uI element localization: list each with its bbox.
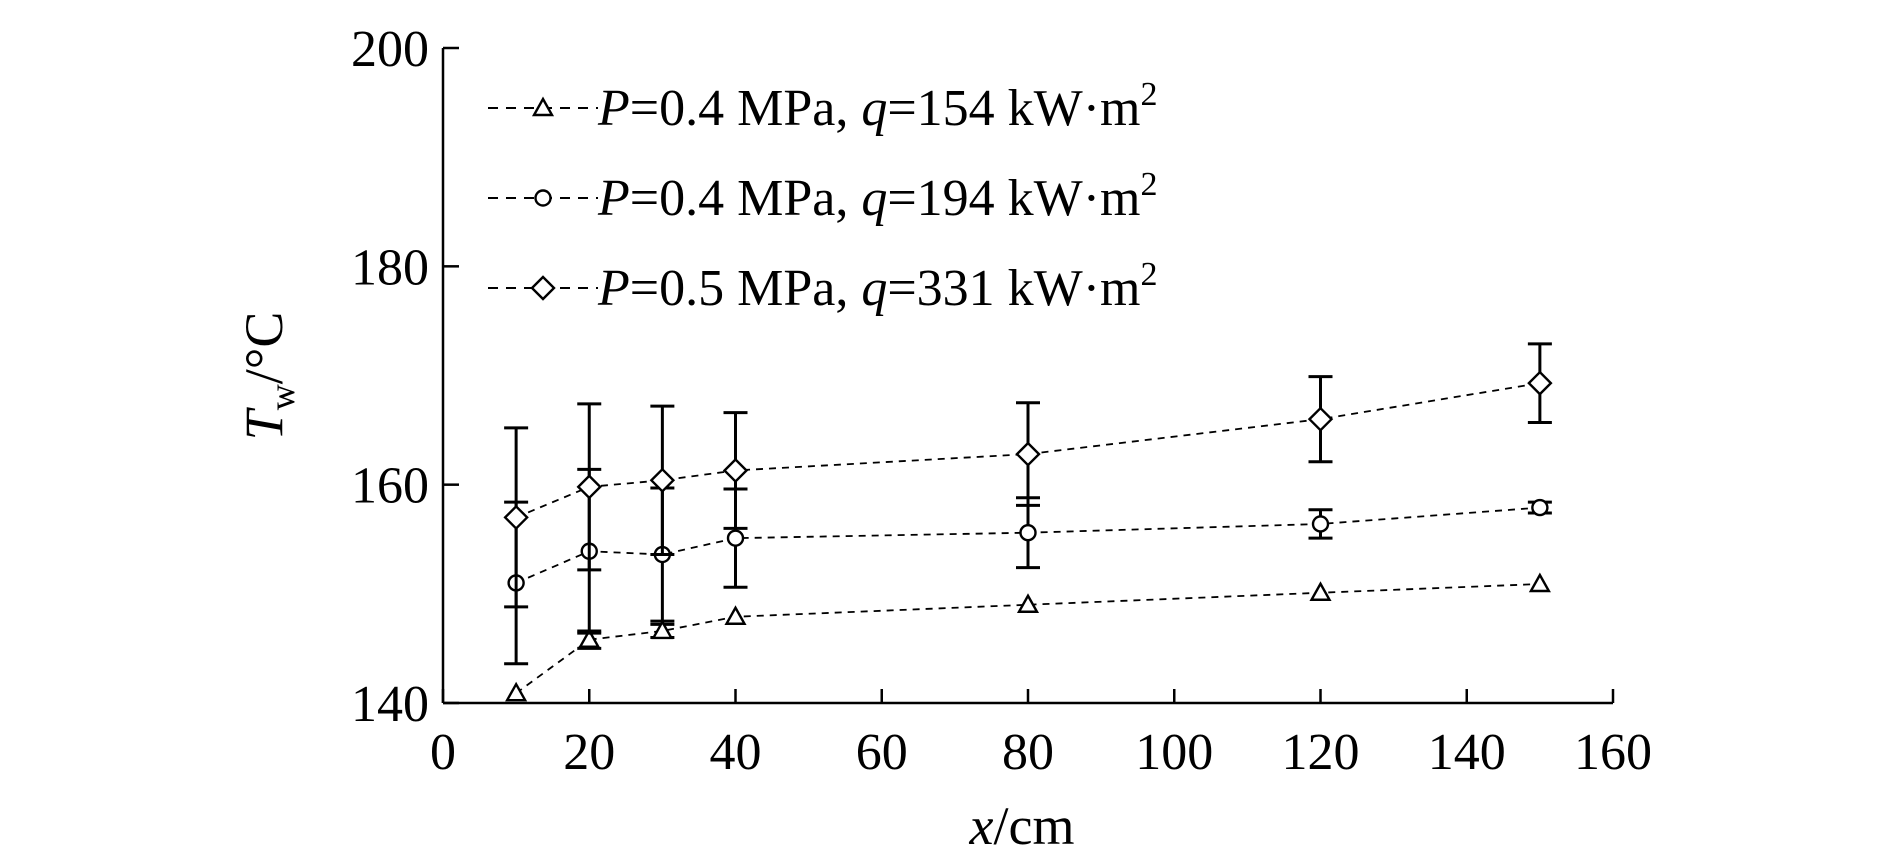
- y-tick-label: 160: [351, 458, 429, 515]
- data-point: [505, 681, 528, 702]
- x-tick-label: 120: [1282, 724, 1360, 781]
- legend-superscript: 2: [1141, 166, 1158, 203]
- legend-label: P=0.4 MPa, q=154 kW·m2: [597, 76, 1158, 137]
- series-3: [503, 342, 1553, 609]
- legend-superscript: 2: [1141, 76, 1158, 113]
- data-point: [1531, 498, 1549, 517]
- legend-p-symbol: P: [597, 260, 630, 317]
- x-tick-label: 140: [1428, 724, 1506, 781]
- x-axis-unit: /cm: [993, 796, 1074, 856]
- legend-marker: [531, 96, 555, 117]
- y-axis-subscript: w: [262, 384, 302, 410]
- data-point: [1311, 515, 1330, 533]
- data-point: [1527, 370, 1553, 396]
- legend-entry-2: P=0.4 MPa, q=194 kW·m2: [488, 166, 1158, 227]
- legend-q-value: =331 kW·m: [887, 260, 1140, 317]
- x-tick-label: 80: [1002, 724, 1054, 781]
- data-point: [649, 467, 676, 493]
- legend-p-symbol: P: [597, 80, 630, 137]
- x-tick-label: 20: [563, 724, 615, 781]
- legend-q-symbol: q: [861, 260, 887, 317]
- data-point: [651, 619, 674, 640]
- data-point: [1015, 441, 1041, 467]
- data-point: [578, 628, 601, 648]
- legend-p-value: =0.4 MPa,: [630, 170, 862, 227]
- legend-entry-1: P=0.4 MPa, q=154 kW·m2: [488, 76, 1158, 137]
- legend-p-symbol: P: [597, 170, 630, 227]
- legend: P=0.4 MPa, q=154 kW·m2P=0.4 MPa, q=194 k…: [488, 76, 1158, 317]
- data-point: [1309, 581, 1332, 601]
- y-axis-unit: /°C: [234, 312, 294, 385]
- x-tick-label: 60: [856, 724, 908, 781]
- legend-marker: [534, 189, 552, 207]
- legend-q-symbol: q: [861, 170, 887, 227]
- data-point: [1528, 572, 1551, 593]
- x-axis-var: x: [969, 796, 994, 856]
- y-axis-title: Tw/°C: [234, 312, 302, 441]
- data-point: [724, 605, 747, 625]
- data-point: [1016, 593, 1040, 613]
- axes: 0 20 40 60 80 100 120 140 160140160180200x/cmTw/…: [234, 21, 1652, 856]
- legend-p-value: =0.4 MPa,: [630, 80, 862, 137]
- data-point: [1019, 524, 1037, 542]
- x-tick-label: 100: [1135, 724, 1213, 781]
- legend-label: P=0.5 MPa, q=331 kW·m2: [597, 256, 1158, 317]
- data-point: [576, 474, 602, 500]
- y-tick-label: 200: [351, 21, 429, 78]
- x-axis-title: x/cm: [969, 796, 1075, 856]
- x-tick-label: 160: [1574, 724, 1652, 781]
- legend-marker: [530, 275, 556, 301]
- x-tick-label: 40: [710, 724, 762, 781]
- series-layer: [503, 342, 1553, 702]
- series-1: [505, 572, 1551, 702]
- legend-entry-3: P=0.5 MPa, q=331 kW·m2: [488, 256, 1158, 317]
- data-point: [722, 457, 749, 484]
- data-point: [503, 504, 529, 531]
- data-point: [726, 529, 745, 547]
- legend-q-symbol: q: [861, 80, 887, 137]
- legend-q-value: =194 kW·m: [887, 170, 1140, 227]
- y-axis-var: T: [234, 406, 294, 440]
- y-tick-label: 140: [351, 676, 429, 733]
- data-point: [1307, 406, 1334, 432]
- legend-p-value: =0.5 MPa,: [630, 260, 862, 317]
- legend-q-value: =154 kW·m: [887, 80, 1140, 137]
- legend-superscript: 2: [1141, 256, 1158, 293]
- legend-label: P=0.4 MPa, q=194 kW·m2: [597, 166, 1158, 227]
- y-tick-label: 180: [351, 239, 429, 296]
- x-tick-label: 0: [430, 724, 456, 781]
